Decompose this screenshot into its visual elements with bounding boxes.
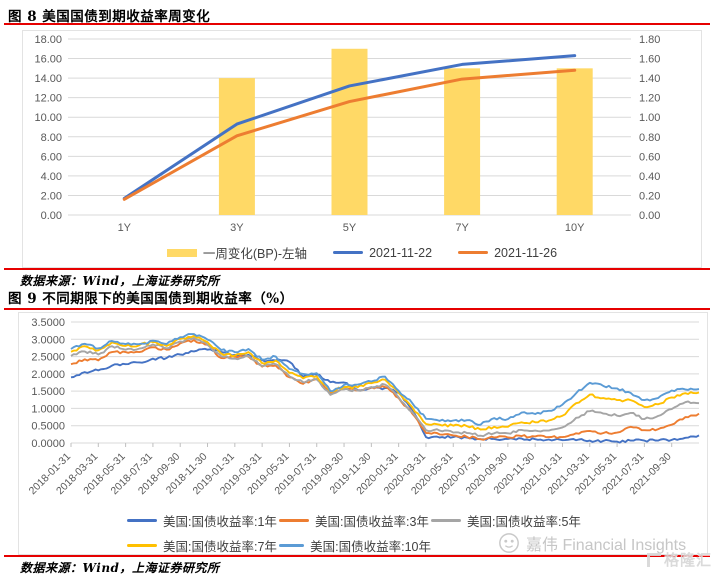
right-axis-tick: 0.80 [639, 132, 660, 144]
figure9-title: 图 9 不同期限下的美国国债到期收益率（%） [8, 291, 294, 307]
right-axis-tick: 1.20 [639, 93, 660, 105]
legend-bar-swatch [166, 248, 197, 257]
left-axis-tick: 2.00 [41, 190, 62, 202]
bar-weekly-change [556, 68, 593, 215]
right-axis-tick: 1.80 [639, 34, 660, 46]
x-axis-tick: 5Y [343, 222, 357, 234]
right-axis-tick: 0.60 [639, 151, 660, 163]
y-axis-tick: 2.0000 [31, 369, 65, 381]
legend-label: 美国:国债收益率:1年 [163, 515, 277, 529]
red-divider-top [4, 23, 710, 25]
legend-label: 一周变化(BP)-左轴 [202, 247, 308, 261]
legend-line-swatch [279, 543, 305, 548]
left-axis-tick: 18.00 [34, 34, 62, 46]
legend-label: 2021-11-26 [494, 245, 558, 260]
x-axis-tick: 3Y [230, 222, 244, 234]
line-series-美国:国债收益率:7年 [70, 334, 700, 431]
figure8-chart: 0.00 2.00 4.00 6.00 8.00 10.00 12.00 14.00 16.00… [34, 34, 660, 234]
site-watermark: 格隆汇 [646, 549, 712, 570]
line-series-美国:国债收益率:1年 [70, 347, 700, 444]
legend-item: 2021-11-26 [458, 246, 557, 260]
right-axis-tick: 0.00 [639, 210, 660, 222]
left-axis-tick: 12.00 [34, 93, 62, 105]
y-axis-tick: 1.5000 [31, 386, 65, 398]
legend-item: 美国:国债收益率:5年 [431, 511, 583, 530]
x-axis-tick: 1Y [118, 222, 132, 234]
right-axis-tick: 0.20 [639, 190, 660, 202]
line-series-2021-11-26 [122, 68, 577, 201]
line-series-美国:国债收益率:3年 [70, 339, 700, 441]
legend-item: 美国:国债收益率:7年 [127, 536, 279, 555]
line-series-美国:国债收益率:10年 [70, 333, 700, 426]
legend-item: 美国:国债收益率:10年 [279, 536, 431, 555]
figure8-chart-box: 0.00 2.00 4.00 6.00 8.00 10.00 12.00 14.00 16.00… [22, 30, 702, 268]
left-axis-tick: 14.00 [34, 73, 62, 85]
panda-logo-icon [499, 533, 519, 553]
right-axis-tick: 1.40 [639, 73, 660, 85]
left-axis-tick: 8.00 [41, 132, 62, 144]
legend-line-swatch [279, 518, 309, 523]
figure9-legend: 美国:国债收益率:1年 美国:国债收益率:3年 美国:国债收益率:5年美国:国债收益… [127, 511, 583, 555]
legend-item: 美国:国债收益率:1年 [127, 511, 279, 530]
right-axis-tick: 1.60 [639, 54, 660, 66]
legend-line-swatch [431, 518, 461, 523]
legend-item: 2021-11-22 [333, 246, 432, 260]
legend-label: 2021-11-22 [369, 245, 433, 260]
legend-line-swatch [127, 518, 157, 523]
site-logo-icon [646, 552, 661, 567]
figure8-legend: 一周变化(BP)-左轴 2021-11-22 2021-11-26 [23, 243, 701, 262]
figure9-chart-box: 0.0000 0.5000 1.0000 1.5000 2.0000 2.5000 3.00… [18, 312, 708, 555]
bar-weekly-change [218, 78, 255, 215]
x-axis-tick: 10Y [565, 222, 585, 234]
figure9-source-note: 数据来源：Wind，上海证券研究所 [20, 561, 220, 575]
legend-line-swatch [333, 250, 364, 255]
figure8-title: 图 8 美国国债到期收益率周变化 [8, 9, 211, 25]
bar-weekly-change [444, 68, 481, 215]
author-watermark: 嘉伟 Financial Insights [498, 531, 686, 555]
right-axis-tick: 1.00 [639, 112, 660, 124]
left-axis-tick: 0.00 [41, 210, 62, 222]
legend-label: 美国:国债收益率:10年 [310, 540, 431, 554]
legend-item: 美国:国债收益率:3年 [279, 511, 431, 530]
red-divider-mid1 [4, 268, 710, 270]
left-axis-tick: 16.00 [34, 54, 62, 66]
red-divider-mid2 [4, 308, 710, 310]
legend-line-swatch [127, 543, 157, 548]
left-axis-tick: 4.00 [41, 171, 62, 183]
y-axis-tick: 0.0000 [31, 438, 65, 450]
left-axis-tick: 6.00 [41, 151, 62, 163]
y-axis-tick: 0.5000 [31, 421, 65, 433]
red-divider-bottom [4, 555, 710, 557]
left-axis-tick: 10.00 [34, 112, 62, 124]
legend-line-swatch [458, 250, 489, 255]
right-axis-tick: 0.40 [639, 171, 660, 183]
legend-label: 美国:国债收益率:5年 [467, 515, 581, 529]
legend-label: 美国:国债收益率:3年 [315, 515, 429, 529]
figure9-chart: 0.0000 0.5000 1.0000 1.5000 2.0000 2.5000 3.00… [27, 317, 700, 497]
legend-label: 美国:国债收益率:7年 [163, 540, 277, 554]
figure8-source-note: 数据来源：Wind，上海证券研究所 [20, 274, 220, 288]
x-axis-tick: 7Y [455, 222, 469, 234]
y-axis-tick: 1.0000 [31, 403, 65, 415]
line-series-2021-11-22 [122, 54, 577, 200]
y-axis-tick: 3.5000 [31, 317, 65, 329]
bar-weekly-change [331, 48, 368, 216]
author-watermark-text: 嘉伟 Financial Insights [526, 537, 687, 554]
y-axis-tick: 3.0000 [31, 334, 65, 346]
legend-item: 一周变化(BP)-左轴 [166, 243, 308, 262]
site-watermark-text: 格隆汇 [663, 552, 712, 569]
line-series-美国:国债收益率:5年 [70, 336, 700, 438]
y-axis-tick: 2.5000 [31, 352, 65, 364]
